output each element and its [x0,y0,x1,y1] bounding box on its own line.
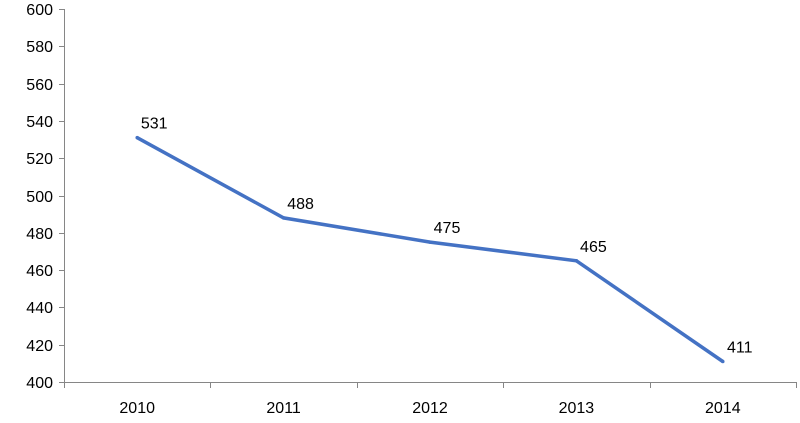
series-group [135,135,725,364]
y-axis: 400 420 440 460 480 500 520 540 560 580 600 [26,2,65,392]
x-tick-label: 2012 [412,400,448,417]
y-tick-label: 500 [26,189,53,206]
x-tick-label: 2011 [266,400,301,417]
y-tick-label: 560 [26,77,53,94]
x-tick-label: 2013 [559,400,595,417]
data-labels: 531 488 475 465 411 [141,116,753,357]
y-tick-label: 600 [26,2,53,19]
data-point [135,135,139,140]
y-tick-label: 540 [26,114,53,131]
y-tick-label: 520 [26,151,53,168]
data-label: 465 [580,239,607,256]
x-tick-label: 2014 [705,400,741,417]
data-point [721,359,725,364]
data-label: 488 [287,196,314,213]
y-tick-label: 460 [26,263,53,280]
series-line [136,136,724,363]
data-label: 411 [727,339,753,356]
y-tick-label: 420 [26,338,53,355]
y-tick-label: 480 [26,226,53,243]
data-point [428,240,432,244]
data-label: 475 [434,220,461,237]
y-tick-label: 580 [26,39,53,56]
data-point [574,259,579,263]
x-tick-label: 2010 [119,400,155,417]
y-tick-label: 400 [26,375,53,392]
x-axis: 2010 2011 2012 2013 2014 [64,382,797,417]
data-point [281,216,286,220]
y-tick-label: 440 [26,300,53,317]
data-label: 531 [141,116,168,133]
